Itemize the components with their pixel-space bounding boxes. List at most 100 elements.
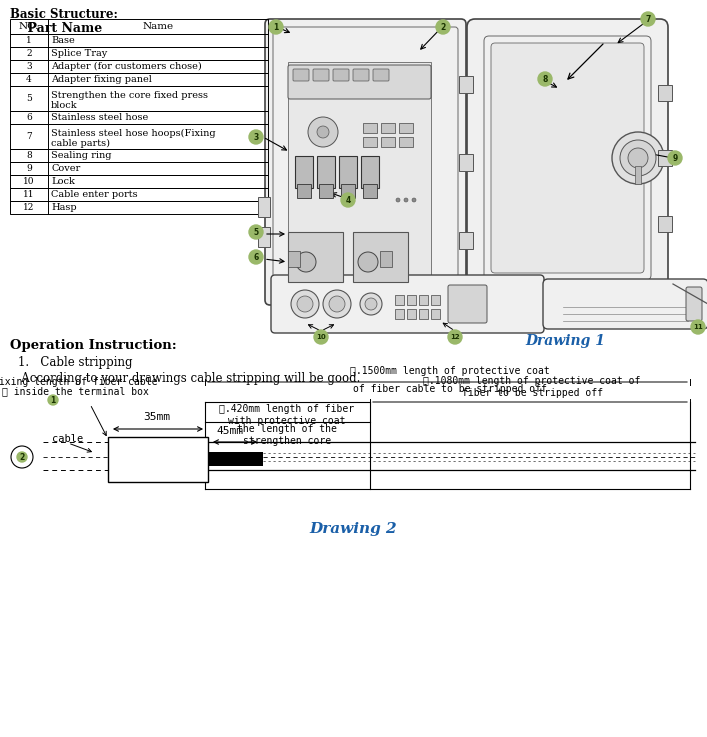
FancyBboxPatch shape: [353, 69, 369, 81]
Text: 2: 2: [440, 23, 445, 32]
Circle shape: [323, 290, 351, 318]
Text: Ⓒ.420mm length of fiber
with protective coat: Ⓒ.420mm length of fiber with protective …: [219, 404, 355, 425]
Text: 4: 4: [26, 75, 32, 84]
Text: 11: 11: [693, 324, 703, 330]
Bar: [10, 175, 268, 188]
Text: Strengthen the core fixed press: Strengthen the core fixed press: [51, 91, 208, 100]
Bar: [459, 76, 473, 93]
Text: Name: Name: [142, 22, 173, 31]
Circle shape: [641, 12, 655, 26]
Text: Splice Tray: Splice Tray: [51, 49, 107, 58]
Circle shape: [308, 117, 338, 147]
FancyBboxPatch shape: [339, 156, 357, 188]
Bar: [288, 251, 300, 267]
FancyBboxPatch shape: [467, 19, 668, 297]
Bar: [658, 85, 672, 100]
FancyBboxPatch shape: [297, 184, 311, 198]
Bar: [419, 295, 428, 305]
Bar: [407, 309, 416, 319]
FancyBboxPatch shape: [313, 69, 329, 81]
Text: Fixing length of fiber cable: Fixing length of fiber cable: [0, 377, 157, 387]
Circle shape: [317, 126, 329, 138]
Text: Base: Base: [51, 36, 75, 45]
Text: 9: 9: [26, 164, 32, 173]
Bar: [10, 60, 268, 73]
Circle shape: [396, 198, 400, 202]
Text: 4: 4: [346, 195, 351, 204]
Text: Lock: Lock: [51, 177, 75, 186]
Text: 7: 7: [26, 132, 32, 141]
Text: 8: 8: [26, 151, 32, 160]
Bar: [10, 149, 268, 162]
Bar: [395, 309, 404, 319]
Text: the length of the
strengthen core: the length of the strengthen core: [237, 424, 337, 446]
Bar: [459, 232, 473, 249]
FancyBboxPatch shape: [288, 65, 431, 99]
Text: 11: 11: [23, 190, 35, 199]
Circle shape: [314, 330, 328, 344]
Text: 2: 2: [19, 453, 25, 461]
Text: Part Name: Part Name: [10, 22, 103, 35]
Bar: [10, 162, 268, 175]
Text: 10: 10: [316, 334, 326, 340]
Bar: [381, 123, 395, 133]
Bar: [10, 19, 268, 34]
Circle shape: [668, 151, 682, 165]
Text: 9: 9: [672, 153, 677, 162]
Text: ① inside the terminal box: ① inside the terminal box: [1, 386, 148, 396]
Text: 3: 3: [26, 62, 32, 71]
Circle shape: [341, 193, 355, 207]
FancyBboxPatch shape: [361, 156, 379, 188]
Circle shape: [358, 252, 378, 272]
Circle shape: [448, 330, 462, 344]
Bar: [258, 227, 270, 247]
Circle shape: [249, 250, 263, 264]
Text: of fiber cable to be stripped off: of fiber cable to be stripped off: [353, 384, 547, 394]
Bar: [635, 166, 641, 184]
Text: According to your drawings cable stripping will be good.: According to your drawings cable strippi…: [10, 372, 361, 385]
Bar: [395, 295, 404, 305]
Bar: [10, 111, 268, 124]
Bar: [108, 437, 208, 482]
Circle shape: [329, 296, 345, 312]
FancyBboxPatch shape: [363, 184, 377, 198]
Text: 6: 6: [26, 113, 32, 122]
Bar: [10, 124, 268, 149]
Bar: [407, 295, 416, 305]
Bar: [10, 47, 268, 60]
FancyBboxPatch shape: [293, 69, 309, 81]
Circle shape: [291, 290, 319, 318]
Text: Stainless steel hose: Stainless steel hose: [51, 113, 148, 122]
Text: 7: 7: [645, 15, 650, 24]
Bar: [10, 86, 268, 111]
Circle shape: [620, 140, 656, 176]
Bar: [10, 188, 268, 201]
Text: 8: 8: [542, 74, 548, 83]
Text: Cable enter ports: Cable enter ports: [51, 190, 138, 199]
Bar: [363, 123, 377, 133]
Text: cable parts): cable parts): [51, 139, 110, 148]
Text: Stainless steel hose hoops(Fixing: Stainless steel hose hoops(Fixing: [51, 129, 216, 138]
Text: 6: 6: [253, 253, 259, 262]
Text: 12: 12: [23, 203, 35, 212]
Bar: [288, 62, 431, 282]
Text: 45mm: 45mm: [216, 426, 243, 436]
Bar: [658, 150, 672, 166]
Bar: [10, 34, 268, 47]
Bar: [459, 154, 473, 171]
Circle shape: [538, 72, 552, 86]
FancyBboxPatch shape: [373, 69, 389, 81]
Text: Adapter fixing panel: Adapter fixing panel: [51, 75, 152, 84]
Bar: [399, 123, 413, 133]
Circle shape: [249, 130, 263, 144]
Bar: [208, 452, 263, 466]
FancyBboxPatch shape: [295, 156, 313, 188]
Bar: [399, 137, 413, 147]
Circle shape: [691, 320, 705, 334]
Text: 10: 10: [23, 177, 35, 186]
Text: Basic Structure:: Basic Structure:: [10, 8, 118, 21]
Text: 5: 5: [26, 94, 32, 103]
Circle shape: [249, 225, 263, 239]
Text: Operation Instruction:: Operation Instruction:: [10, 339, 177, 352]
Circle shape: [360, 293, 382, 315]
